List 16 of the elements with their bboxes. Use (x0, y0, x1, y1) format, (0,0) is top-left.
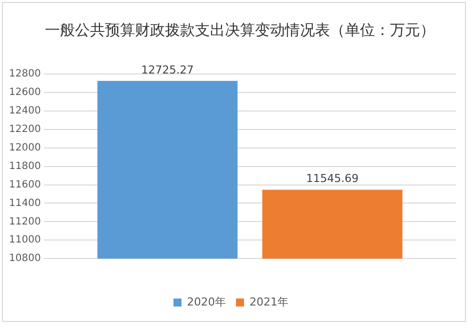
y-tick-label: 11000 (9, 234, 41, 246)
y-tick-label: 11200 (9, 216, 41, 228)
y-tick-label: 11600 (9, 179, 41, 190)
data-label: 11545.69 (306, 172, 359, 186)
y-tick-label: 11800 (9, 160, 41, 172)
data-label: 12725.27 (141, 63, 194, 76)
y-tick-label: 10800 (9, 253, 41, 264)
y-tick-label: 12600 (9, 87, 41, 98)
chart-title: 一般公共预算财政拨款支出决算变动情况表（单位：万元） (44, 21, 436, 39)
y-tick-label: 11400 (9, 198, 41, 209)
legend-label: 2021年 (250, 295, 288, 308)
y-tick-label: 12800 (9, 68, 41, 80)
y-tick-label: 12400 (9, 106, 41, 117)
legend-label: 2020年 (187, 295, 226, 308)
y-tick-label: 12000 (9, 142, 41, 154)
y-tick-label: 12200 (9, 124, 41, 135)
